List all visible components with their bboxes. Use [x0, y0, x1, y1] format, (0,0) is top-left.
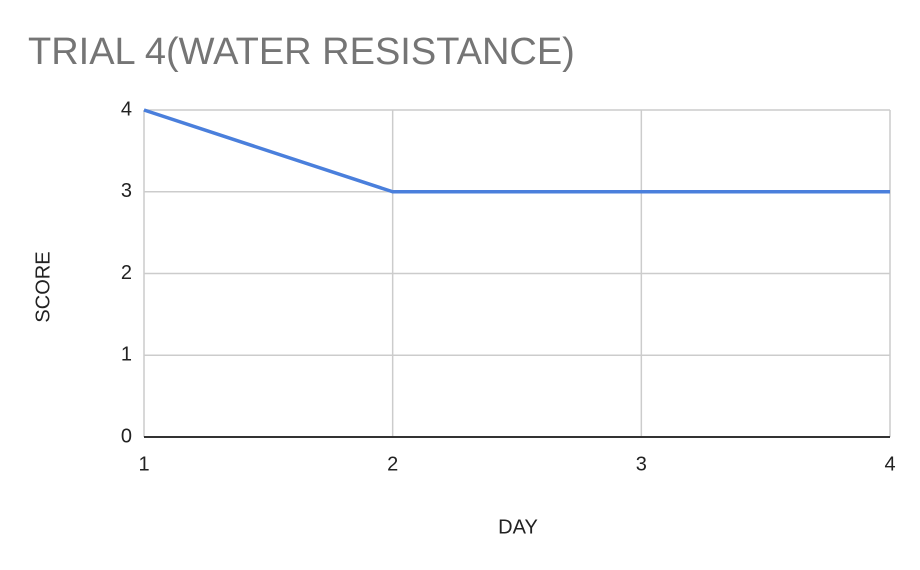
x-tick-label: 4	[884, 453, 895, 475]
y-tick-label: 2	[121, 262, 132, 284]
x-axis-label: DAY	[498, 516, 538, 538]
x-tick-label: 3	[636, 453, 647, 475]
y-axis-label: SCORE	[32, 251, 54, 322]
chart-title: TRIAL 4(WATER RESISTANCE)	[28, 31, 575, 73]
x-tick-label: 2	[387, 453, 398, 475]
data-line	[143, 108, 890, 194]
y-tick-label: 0	[121, 425, 132, 447]
y-tick-label: 3	[121, 180, 132, 202]
y-tick-label: 4	[121, 98, 132, 120]
x-tick-label: 1	[138, 453, 149, 475]
y-tick-label: 1	[121, 344, 132, 366]
